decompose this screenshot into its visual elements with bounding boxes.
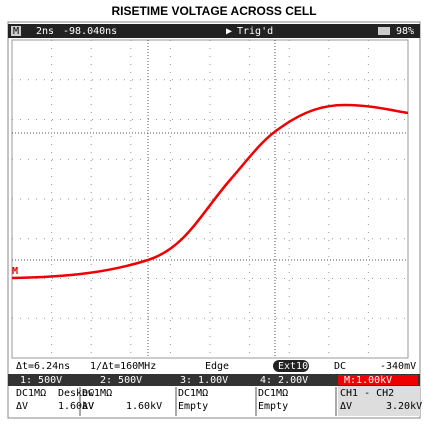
battery-icon: [378, 27, 390, 35]
row-cell: DC1MΩ: [82, 388, 112, 399]
row-cell: Empty: [258, 401, 288, 412]
channel-label: 2: 500V: [100, 375, 142, 386]
channel-label: 3: 1.00V: [180, 375, 228, 386]
channel-label: 1: 500V: [20, 375, 62, 386]
math-box: [338, 386, 420, 416]
top-bar: [8, 24, 420, 38]
battery: 98%: [396, 26, 414, 37]
marker: M: [12, 266, 18, 277]
row-cell: ΔV: [82, 401, 94, 412]
trigger: Trig'd: [237, 26, 273, 37]
status-delta-t: Δt=6.24ns: [16, 361, 70, 372]
channel-bar: [8, 374, 420, 386]
status-area: Δt=6.24ns 1/Δt=160MHz Edge Ext10 DC -340mV 1: …: [8, 360, 422, 416]
waveform: [11, 103, 409, 280]
status-inv-delta-t: 1/Δt=160MHz: [90, 361, 156, 372]
row-cell: DC1MΩ: [178, 388, 208, 399]
math-badge: [338, 375, 418, 385]
row-cell: ΔV: [340, 401, 352, 412]
mode: M: [13, 26, 19, 37]
screen: [7, 21, 421, 419]
row-cell: ΔV: [16, 401, 28, 412]
trigger-icon: ▶: [226, 26, 232, 37]
position: -98.040ns: [63, 26, 117, 37]
status-coupling: DC: [334, 361, 346, 372]
mode-box: [11, 26, 21, 36]
row-cell: DC1MΩ: [258, 388, 288, 399]
timebase: 2ns: [36, 26, 54, 37]
row-cell: Empty: [178, 401, 208, 412]
row-cell: 1.60kV: [126, 401, 162, 412]
row-cell: 1.60kV: [58, 401, 94, 412]
status-level: -340mV: [380, 361, 416, 372]
channel-label: 4: 2.00V: [260, 375, 308, 386]
source-badge: [273, 360, 309, 372]
row-cell: 3.20kV: [386, 401, 422, 412]
title: RISETIME VOLTAGE ACROSS CELL: [111, 4, 316, 18]
row-cell: DC1MΩ: [16, 388, 46, 399]
status-source: Ext10: [278, 361, 308, 372]
channel-label: M:1.00kV: [344, 375, 392, 386]
row-cell: CH1 - CH2: [340, 388, 394, 399]
status-trigger-type: Edge: [205, 361, 229, 372]
row-cell: Deskew: [58, 388, 95, 399]
graticule: [11, 39, 409, 359]
